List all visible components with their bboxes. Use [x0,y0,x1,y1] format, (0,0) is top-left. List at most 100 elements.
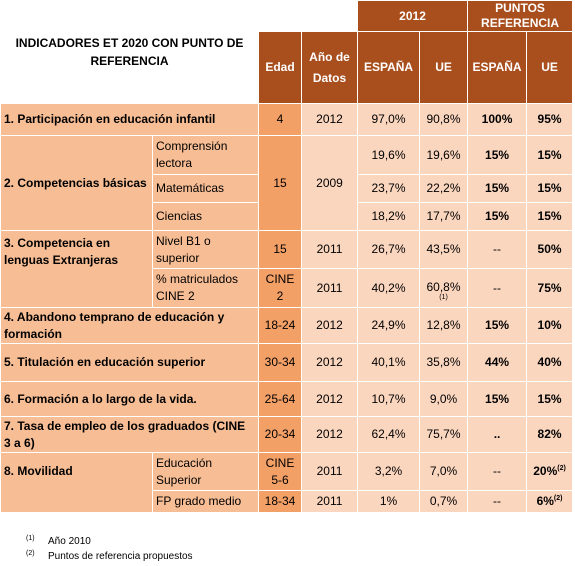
cell-ue: 7,0% [419,452,469,491]
cell-ue-ref: 20%(2) [526,452,574,491]
cell-es-ref: 100% [467,103,528,136]
footnote-text: Año 2010 [48,536,91,547]
cell-anio: 2011 [301,230,359,269]
cell-ue: 60,8% (1) [419,268,469,308]
header-edad: Edad [258,31,303,104]
row-label: 6. Formación a lo largo de la vida. [0,381,260,417]
header-ue: UE [419,31,469,104]
cell-ue-ref: 15% [526,174,574,203]
cell-es-ref: 44% [467,343,528,382]
table-row: 6. Formación a lo largo de la vida. 25-6… [0,381,574,417]
cell-es: 19,6% [357,135,421,175]
table-title: INDICADORES ET 2020 CON PUNTO DE REFEREN… [0,0,260,104]
table-row: 7. Tasa de empleo de los graduados (CINE… [0,416,574,453]
cell-anio: 2012 [301,381,359,417]
cell-anio: 2012 [301,416,359,453]
cell-ue: 22,2% [419,174,469,203]
cell-es-ref: -- [467,230,528,269]
cell-ue-ref: 82% [526,416,574,453]
cell-es: 97,0% [357,103,421,136]
cell-anio: 2012 [301,307,359,344]
cell-ue-ref: 40% [526,343,574,382]
cell-ue-ref: 95% [526,103,574,136]
table-row: FP grado medio 18-34 2011 1% 0,7% -- 6%(… [1,490,574,513]
footnote-mark: (1) [26,535,35,542]
footnote-item: (2) Puntos de referencia propuestos [26,549,193,564]
cell-ue: 9,0% [419,381,469,417]
cell-ue: 19,6% [419,135,469,175]
table-row: 3. Competencia en lenguas Extranjeras Ni… [0,230,574,308]
cell-anio: 2011 [301,490,359,513]
sub-label: Matemáticas [151,174,260,203]
cell-es: 26,7% [357,230,421,269]
cell-anio: 2012 [301,343,359,382]
cell-ue: 35,8% [419,343,469,382]
cell-es: 18,2% [357,202,421,231]
cell-ue: 75,7% [419,416,469,453]
cell-anio: 2011 [301,452,359,491]
cell-edad: 15 [258,230,303,269]
cell-anio: 2009 [301,135,359,231]
sub-label: Nivel B1 o superior [151,230,260,269]
cell-es-ref: -- [467,268,528,308]
cell-edad: CINE 2 [258,268,303,308]
header-ue-ref: UE [526,31,574,104]
sub-label: % matriculados CINE 2 [151,268,260,308]
footnote-text: Puntos de referencia propuestos [48,551,193,562]
cell-ue-ref-value: 6% [536,494,554,508]
cell-ue: 17,7% [419,202,469,231]
cell-edad: CINE 5-6 [258,452,303,491]
table-row: Matemáticas 23,7% 22,2% 15% 15% [1,174,574,203]
cell-edad: 18-34 [258,490,303,513]
table-row: 5. Titulación en educación superior 30-3… [0,343,574,382]
row-label: 5. Titulación en educación superior [0,343,260,382]
cell-anio: 2011 [301,268,359,308]
cell-ue-value: 60,8% [426,280,461,294]
table-row: 4. Abandono temprano de educación y form… [0,307,574,344]
footnote-mark: (1) [439,294,448,301]
cell-es-ref: -- [467,452,528,491]
header-anio-datos: Año de Datos [301,31,359,104]
cell-es-ref: 15% [467,174,528,203]
table-row: 8. Movilidad Educación Superior CINE 5-6… [0,452,574,513]
cell-edad: 20-34 [258,416,303,453]
row-label: 2. Competencias básicas [0,135,153,231]
cell-ue-ref: 6%(2) [526,490,574,513]
indicators-table-container: INDICADORES ET 2020 CON PUNTO DE REFEREN… [0,0,574,513]
cell-es-ref: 15% [467,381,528,417]
header-blank [258,0,359,32]
cell-edad: 15 [258,135,303,231]
sub-label: FP grado medio [151,490,260,513]
cell-es: 40,1% [357,343,421,382]
sub-label: Ciencias [151,202,260,231]
table-row: 1. Participación en educación infantil 4… [0,103,574,136]
cell-es-ref: .. [467,416,528,453]
cell-ue-ref-value: 20% [533,464,558,478]
cell-es-ref: -- [467,490,528,513]
row-label: 8. Movilidad [0,452,153,513]
sub-label: Comprensión lectora [151,135,260,175]
cell-es: 10,7% [357,381,421,417]
header-year-2012: 2012 [357,0,469,32]
cell-edad: 25-64 [258,381,303,417]
row-label: 1. Participación en educación infantil [0,103,260,136]
footnote-mark: (2) [26,550,35,557]
cell-ue-ref: 15% [526,135,574,175]
table-row: Ciencias 18,2% 17,7% 15% 15% [1,202,574,231]
footnote-item: (1) Año 2010 [26,534,193,549]
cell-es-ref: 15% [467,202,528,231]
row-label: 3. Competencia en lenguas Extranjeras [0,230,153,308]
cell-ue-ref: 10% [526,307,574,344]
cell-es: 1% [357,490,421,513]
cell-es: 3,2% [357,452,421,491]
cell-ue-ref: 15% [526,202,574,231]
sub-label: Educación Superior [151,452,260,491]
header-ref-points: PUNTOS REFERENCIA [467,0,574,32]
cell-es: 40,2% [357,268,421,308]
header-espana: ESPAÑA [357,31,421,104]
row-label: 7. Tasa de empleo de los graduados (CINE… [0,416,260,453]
cell-ue-ref: 50% [526,230,574,269]
cell-edad: 30-34 [258,343,303,382]
table-row: 2. Competencias básicas Comprensión lect… [0,135,574,231]
footnotes: (1) Año 2010 (2) Puntos de referencia pr… [26,534,193,564]
